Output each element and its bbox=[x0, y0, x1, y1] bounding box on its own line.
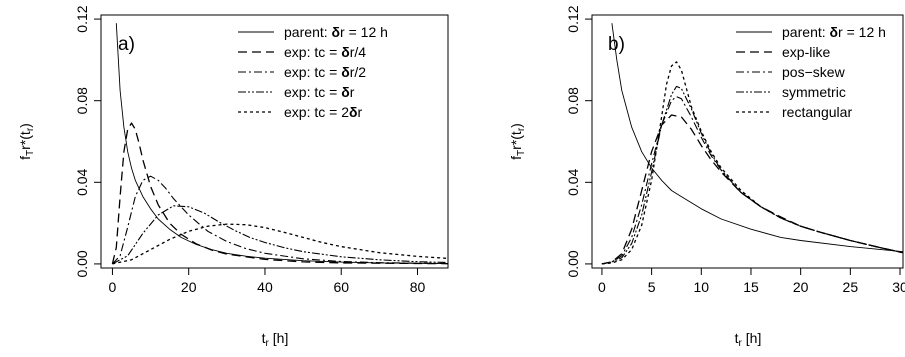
legend-entry-1: exp-like bbox=[782, 44, 831, 60]
y-tick-label: 0.00 bbox=[565, 250, 581, 277]
series-line-4 bbox=[112, 223, 448, 265]
series-group bbox=[601, 23, 903, 265]
legend-entry-4: exp: tc = 2δr bbox=[284, 104, 363, 120]
y-tick-label: 0.00 bbox=[74, 250, 90, 277]
series-line-4 bbox=[601, 61, 903, 265]
legend-entry-3: exp: tc = δr bbox=[284, 84, 355, 100]
series-line-3 bbox=[601, 85, 903, 265]
series-line-3 bbox=[112, 205, 448, 265]
legend-entry-0: parent: δr = 12 h bbox=[284, 24, 388, 40]
x-tick-label: 5 bbox=[648, 279, 656, 295]
legend-entry-0: parent: δr = 12 h bbox=[782, 24, 886, 40]
y-axis-label: fTr*(tr) bbox=[17, 123, 36, 160]
series-line-2 bbox=[601, 96, 903, 265]
panel-b: 0 5 10 15 20 25 30 0.00 0.04 0.08 0.12 tr [h] fTr*(t… bbox=[508, 5, 905, 349]
x-tick-label: 0 bbox=[109, 279, 117, 295]
legend-entry-4: rectangular bbox=[782, 104, 852, 120]
x-tick-label: 40 bbox=[257, 279, 273, 295]
y-tick-label: 0.08 bbox=[565, 87, 581, 114]
x-tick-label: 20 bbox=[181, 279, 197, 295]
series-group bbox=[111, 23, 448, 265]
y-axis-label: fTr*(tr) bbox=[508, 123, 527, 160]
x-tick-label: 20 bbox=[793, 279, 809, 295]
y-tick-label: 0.12 bbox=[74, 5, 90, 32]
series-line-2 bbox=[112, 175, 448, 265]
series-line-0 bbox=[611, 23, 903, 253]
x-tick-label: 80 bbox=[410, 279, 426, 295]
y-tick-label: 0.04 bbox=[74, 168, 90, 195]
series-line-1 bbox=[601, 114, 903, 265]
legend-entry-3: symmetric bbox=[782, 84, 846, 100]
y-tick-label: 0.04 bbox=[565, 168, 581, 195]
series-line-1 bbox=[111, 122, 448, 265]
plot-frame bbox=[591, 14, 904, 269]
x-axis-label: tr [h] bbox=[262, 330, 289, 349]
x-tick-label: 0 bbox=[598, 279, 606, 295]
panel-label: b) bbox=[608, 34, 625, 55]
series-line-0 bbox=[115, 23, 448, 264]
x-tick-label: 30 bbox=[892, 279, 905, 295]
y-tick-label: 0.08 bbox=[74, 87, 90, 114]
plot-frame bbox=[100, 14, 449, 269]
x-axis-label: tr [h] bbox=[735, 330, 762, 349]
legend-entry-2: pos−skew bbox=[782, 64, 846, 80]
x-tick-label: 25 bbox=[843, 279, 859, 295]
legend-entry-1: exp: tc = δr/4 bbox=[284, 44, 366, 60]
panel-a: 0 20 40 60 80 0.00 0.04 0.08 0.12 tr [h] fTr*(tr) a… bbox=[17, 5, 449, 349]
x-tick-label: 60 bbox=[333, 279, 349, 295]
x-tick-label: 15 bbox=[743, 279, 759, 295]
y-tick-label: 0.12 bbox=[565, 5, 581, 32]
legend-entry-2: exp: tc = δr/2 bbox=[284, 64, 366, 80]
x-tick-label: 10 bbox=[694, 279, 710, 295]
panel-label: a) bbox=[118, 34, 135, 55]
